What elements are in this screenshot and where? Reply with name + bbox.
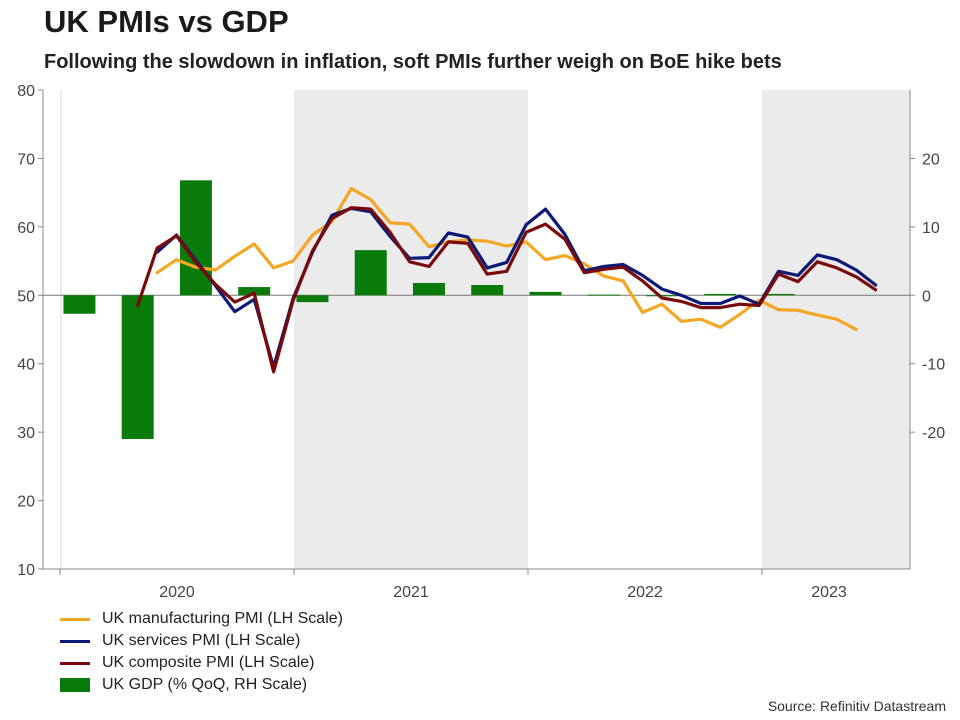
left-tick-label: 30	[17, 425, 35, 442]
left-tick-label: 80	[17, 83, 35, 100]
gdp-bar	[529, 291, 562, 296]
legend-label-manufacturing: UK manufacturing PMI (LH Scale)	[102, 610, 343, 627]
right-tick-label: 20	[922, 151, 940, 168]
legend: UK manufacturing PMI (LH Scale) UK servi…	[60, 608, 343, 696]
legend-item-manufacturing[interactable]: UK manufacturing PMI (LH Scale)	[60, 608, 343, 630]
left-tick-label: 20	[17, 494, 35, 511]
shade-2023	[762, 90, 910, 569]
gdp-bar	[587, 294, 620, 296]
x-tick-label: 2022	[627, 584, 663, 601]
left-tick-label: 50	[17, 288, 35, 305]
right-tick-label: 10	[922, 220, 940, 237]
left-tick-label: 60	[17, 220, 35, 237]
chart-subtitle: Following the slowdown in inflation, sof…	[44, 51, 782, 73]
manufacturing-pmi-line	[155, 186, 858, 332]
x-tick-label: 2023	[811, 584, 847, 601]
composite-pmi-line	[136, 206, 878, 374]
right-tick-label: 0	[922, 288, 931, 305]
legend-label-composite: UK composite PMI (LH Scale)	[102, 654, 315, 671]
gdp-bars	[63, 180, 795, 439]
pmi-lines	[136, 186, 878, 374]
gdp-bar	[121, 295, 154, 439]
left-tick-label: 10	[17, 562, 35, 579]
left-tick-label: 70	[17, 151, 35, 168]
shade-2021	[294, 90, 528, 569]
source-note: Source: Refinitiv Datastream	[767, 698, 946, 714]
legend-item-composite[interactable]: UK composite PMI (LH Scale)	[60, 652, 343, 674]
legend-item-services[interactable]: UK services PMI (LH Scale)	[60, 630, 343, 652]
left-tick-label: 40	[17, 357, 35, 374]
gdp-bar	[704, 293, 737, 296]
right-tick-label: -20	[922, 425, 945, 442]
gdp-bar	[412, 282, 445, 296]
composite-swatch	[60, 661, 90, 665]
gdp-bar	[471, 285, 504, 296]
x-tick-label: 2020	[159, 584, 195, 601]
gdp-bar	[238, 287, 271, 296]
manufacturing-swatch	[60, 617, 90, 621]
gdp-bar	[296, 295, 329, 303]
gdp-bar	[646, 295, 679, 297]
legend-label-gdp: UK GDP (% QoQ, RH Scale)	[102, 676, 308, 693]
x-tick-label: 2021	[393, 584, 429, 601]
services-swatch	[60, 639, 90, 643]
gdp-bar	[354, 250, 387, 296]
chart-title: UK PMIs vs GDP	[44, 4, 289, 39]
gdp-bar	[762, 293, 795, 296]
right-tick-label: -10	[922, 357, 945, 374]
shaded-periods	[60, 90, 910, 569]
legend-item-gdp[interactable]: UK GDP (% QoQ, RH Scale)	[60, 674, 343, 696]
gdp-bar	[63, 295, 96, 314]
gdp-swatch	[60, 678, 90, 692]
shade-left-edge	[60, 90, 62, 569]
gdp-bar	[179, 180, 212, 296]
legend-label-services: UK services PMI (LH Scale)	[102, 632, 301, 649]
